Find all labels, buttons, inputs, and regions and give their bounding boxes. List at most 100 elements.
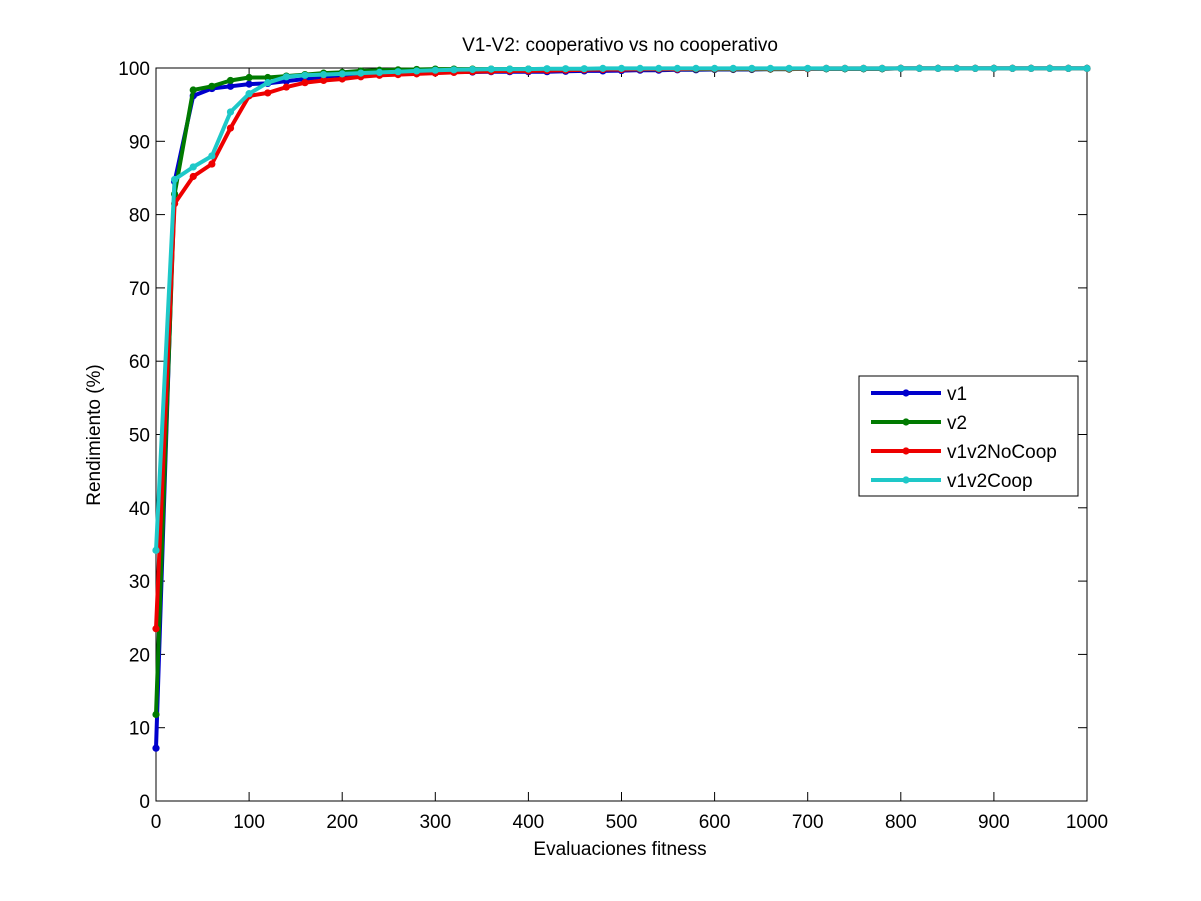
data-point-v1v2Coop [1027, 64, 1035, 72]
data-point-v1v2Coop [692, 64, 700, 72]
data-point-v1v2Coop [524, 65, 533, 73]
legend-label: v2 [947, 413, 967, 434]
data-point-v1v2Coop [599, 64, 607, 72]
x-tick-label: 500 [606, 812, 638, 833]
data-point-v2 [152, 710, 160, 719]
data-point-v1v2NoCoop [338, 75, 346, 83]
data-point-v1v2Coop [711, 64, 719, 72]
legend: v1 v2 v1v2NoCoop v1v2Coop [858, 375, 1079, 497]
data-point-v1v2Coop [394, 68, 402, 76]
data-point-v2 [264, 73, 272, 82]
data-point-v1v2Coop [375, 68, 384, 76]
legend-label: v1v2NoCoop [947, 442, 1057, 463]
data-point-v1v2Coop [859, 64, 868, 72]
x-tick-label: 100 [233, 812, 265, 833]
data-point-v1v2Coop [431, 66, 439, 74]
data-point-v2 [245, 73, 253, 82]
data-point-v1v2Coop [748, 64, 756, 72]
data-point-v1v2Coop [301, 71, 309, 79]
x-tick-label: 0 [151, 812, 162, 833]
y-tick-label: 60 [129, 352, 150, 373]
data-point-v1 [152, 744, 160, 752]
data-point-v1v2NoCoop [264, 89, 272, 97]
data-point-v1v2Coop [915, 64, 924, 72]
x-tick-label: 600 [699, 812, 731, 833]
data-point-v1v2Coop [617, 64, 626, 72]
x-axis-label: Evaluaciones fitness [533, 839, 706, 860]
data-point-v1v2Coop [413, 67, 421, 75]
data-point-v1v2Coop [934, 64, 942, 72]
y-tick-label: 50 [129, 426, 150, 447]
data-point-v1v2Coop [264, 79, 272, 87]
data-point-v1v2NoCoop [301, 79, 309, 87]
legend-label: v1v2Coop [947, 471, 1033, 492]
data-point-v1v2Coop [1046, 64, 1054, 72]
data-point-v1v2Coop [580, 65, 588, 73]
x-tick-label: 700 [792, 812, 824, 833]
data-point-v1v2Coop [990, 64, 998, 72]
data-point-v1v2Coop [338, 70, 346, 78]
x-tick-label: 300 [419, 812, 451, 833]
x-tick-label: 400 [513, 812, 545, 833]
data-point-v1v2NoCoop [319, 76, 328, 85]
y-tick-label: 100 [118, 59, 150, 80]
x-tick-label: 800 [885, 812, 917, 833]
data-point-v1v2Coop [971, 64, 979, 72]
data-point-v1v2NoCoop [282, 83, 290, 91]
data-point-v1v2Coop [1083, 64, 1091, 72]
data-point-v1v2Coop [878, 64, 886, 72]
data-point-v1v2Coop [282, 73, 290, 81]
data-point-v2 [189, 86, 197, 94]
y-tick-label: 20 [129, 645, 150, 666]
y-tick-label: 0 [139, 792, 150, 813]
data-point-v1v2Coop [152, 546, 160, 554]
data-point-v1v2Coop [655, 64, 663, 72]
data-point-v1v2Coop [636, 64, 644, 72]
y-tick-label: 70 [129, 279, 150, 300]
data-point-v1v2Coop [841, 64, 849, 72]
data-point-v1v2Coop [506, 65, 514, 73]
x-tick-label: 1000 [1066, 812, 1108, 833]
y-axis-label: Rendimiento (%) [84, 364, 105, 506]
y-tick-label: 80 [129, 206, 150, 227]
data-point-v1v2Coop [468, 65, 477, 74]
data-point-v1v2Coop [766, 64, 775, 72]
chart-title: V1-V2: cooperativo vs no cooperativo [462, 35, 778, 56]
data-point-v1v2Coop [729, 64, 737, 72]
legend-marker-v2 [902, 418, 910, 426]
legend-marker-v1 [902, 389, 910, 397]
y-tick-label: 30 [129, 572, 150, 593]
data-point-v1v2NoCoop [152, 625, 160, 633]
data-point-v1v2Coop [804, 64, 812, 72]
ticks: 0 100 200 300 400 500 600 700 800 900 1000 0 10 20 30 4… [118, 59, 1108, 833]
data-point-v1v2NoCoop [189, 172, 197, 181]
data-point-v1v2Coop [171, 175, 179, 184]
legend-label: v1 [947, 384, 967, 405]
data-point-v1v2Coop [953, 64, 961, 72]
x-tick-label: 900 [978, 812, 1010, 833]
data-point-v1v2Coop [822, 64, 830, 72]
data-point-v1v2Coop [543, 65, 551, 73]
data-point-v1v2Coop [897, 64, 905, 72]
data-point-v1v2NoCoop [226, 124, 235, 132]
data-point-v1v2Coop [357, 69, 365, 77]
data-point-v1v2NoCoop [208, 160, 216, 168]
data-point-v1v2Coop [319, 70, 328, 79]
x-tick-label: 200 [326, 812, 358, 833]
data-point-v1v2Coop [487, 65, 495, 73]
data-point-v1v2Coop [208, 152, 216, 160]
data-point-v1v2Coop [226, 108, 235, 116]
data-point-v1v2Coop [245, 90, 253, 98]
data-point-v1v2Coop [673, 64, 681, 72]
y-tick-label: 90 [129, 132, 150, 153]
y-tick-label: 40 [129, 499, 150, 520]
data-point-v1v2Coop [450, 66, 458, 74]
data-point-v2 [208, 82, 216, 90]
data-point-v1v2Coop [562, 65, 570, 73]
data-point-v1v2Coop [785, 64, 793, 72]
data-point-v1v2Coop [1008, 64, 1017, 72]
legend-marker-v1v2NoCoop [902, 447, 910, 455]
data-point-v2 [226, 76, 235, 85]
legend-box [858, 375, 1079, 497]
